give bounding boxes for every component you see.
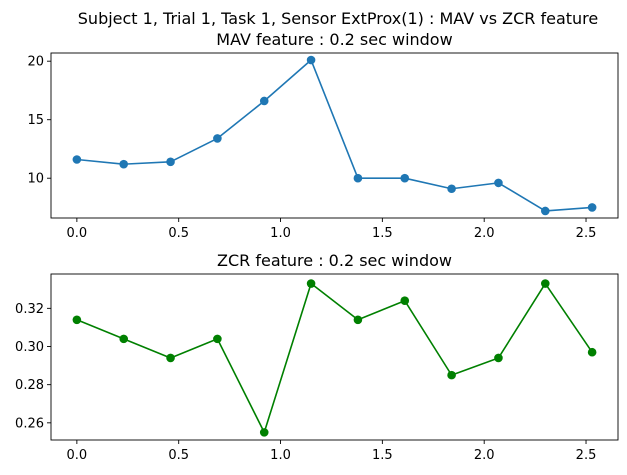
zcr-data-point: [213, 334, 222, 344]
mav-x-tick-label: 2.5: [576, 226, 597, 241]
mav-data-point: [213, 134, 222, 143]
zcr-x-tick-label: 2.5: [576, 448, 597, 463]
zcr-x-tick-label: 1.5: [372, 448, 393, 463]
zcr-y-tick-label: 0.26: [15, 416, 44, 431]
zcr-x-tick-label: 0.5: [168, 448, 189, 463]
zcr-data-point: [306, 279, 316, 288]
mav-x-tick-label: 0.0: [67, 226, 88, 241]
zcr-y-tick-label: 0.28: [15, 378, 44, 393]
mav-x-tick-label: 2.0: [474, 226, 495, 241]
zcr-x-tick-label: 1.0: [270, 448, 291, 463]
mav-data-point: [306, 55, 316, 65]
zcr-data-point: [259, 428, 269, 437]
mav-data-point: [540, 206, 550, 216]
mav-y-tick-label: 10: [27, 172, 44, 187]
zcr-y-tick-label: 0.32: [15, 302, 44, 317]
zcr-data-point: [119, 334, 129, 344]
mav-data-point: [166, 157, 175, 167]
zcr-series-line: [76, 282, 593, 434]
mav-y-tick-label: 20: [27, 55, 44, 70]
zcr-data-point: [166, 353, 175, 363]
zcr-data-point: [447, 370, 456, 380]
mav-x-tick-label: 0.5: [168, 226, 189, 241]
zcr-axes-frame: [50, 273, 619, 441]
zcr-data-point: [494, 353, 503, 363]
mav-subplot: MAV feature : 0.2 sec window 0.0 0.5 1.0 1.5…: [27, 30, 619, 241]
mav-y-tick-label: 15: [27, 113, 44, 128]
zcr-y-tick-label: 0.30: [15, 340, 44, 355]
mav-data-point: [259, 96, 269, 106]
mav-data-point: [494, 178, 503, 188]
figure-suptitle: Subject 1, Trial 1, Task 1, Sensor ExtPr…: [78, 9, 598, 28]
mav-data-point: [119, 159, 129, 169]
mav-x-tick-label: 1.5: [372, 226, 393, 241]
zcr-data-point: [72, 315, 82, 325]
zcr-title: ZCR feature : 0.2 sec window: [217, 251, 452, 270]
mav-series-line: [76, 59, 593, 212]
mav-data-point: [400, 173, 410, 183]
mav-axes-frame: [50, 52, 619, 219]
zcr-data-point: [353, 315, 363, 325]
mav-data-point: [447, 184, 456, 194]
mav-x-tick-label: 1.0: [270, 226, 291, 241]
zcr-data-point: [400, 296, 410, 306]
zcr-data-point: [540, 279, 550, 288]
mav-data-point: [353, 173, 363, 183]
zcr-subplot: ZCR feature : 0.2 sec window 0.0 0.5 1.0 1.5…: [15, 251, 619, 463]
mav-data-point: [587, 203, 597, 212]
zcr-x-tick-label: 0.0: [67, 448, 88, 463]
mav-title: MAV feature : 0.2 sec window: [216, 30, 452, 49]
zcr-data-point: [587, 347, 597, 357]
zcr-x-tick-label: 2.0: [474, 448, 495, 463]
mav-data-point: [72, 155, 82, 164]
